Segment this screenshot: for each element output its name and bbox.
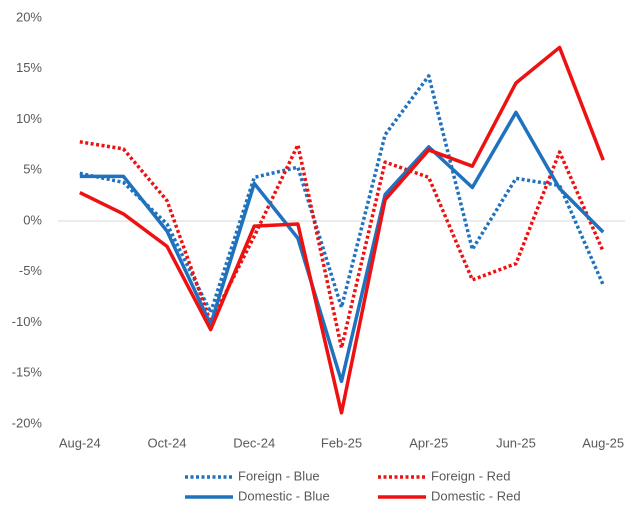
y-tick-label: 0% — [23, 212, 42, 227]
legend-label: Domestic - Red — [431, 488, 521, 503]
y-tick-label: -10% — [12, 314, 43, 329]
y-tick-label: -20% — [12, 415, 43, 430]
y-tick-label: 20% — [16, 9, 42, 24]
x-tick-label: Dec-24 — [233, 435, 275, 450]
y-tick-label: -15% — [12, 365, 43, 380]
x-tick-label: Oct-24 — [148, 435, 187, 450]
y-tick-label: 10% — [16, 111, 42, 126]
x-tick-label: Aug-25 — [582, 435, 624, 450]
x-tick-label: Feb-25 — [321, 435, 362, 450]
series-line — [79, 74, 605, 315]
series-line — [79, 140, 605, 350]
legend-label: Domestic - Blue — [238, 488, 330, 503]
y-tick-label: 15% — [16, 60, 42, 75]
legend-label: Foreign - Red — [431, 468, 510, 483]
y-tick-label: -5% — [19, 263, 43, 278]
x-tick-label: Jun-25 — [496, 435, 536, 450]
series-line — [79, 110, 605, 384]
x-tick-label: Aug-24 — [59, 435, 101, 450]
series-line — [79, 45, 605, 415]
legend-label: Foreign - Blue — [238, 468, 320, 483]
x-tick-label: Apr-25 — [409, 435, 448, 450]
y-tick-label: 5% — [23, 162, 42, 177]
